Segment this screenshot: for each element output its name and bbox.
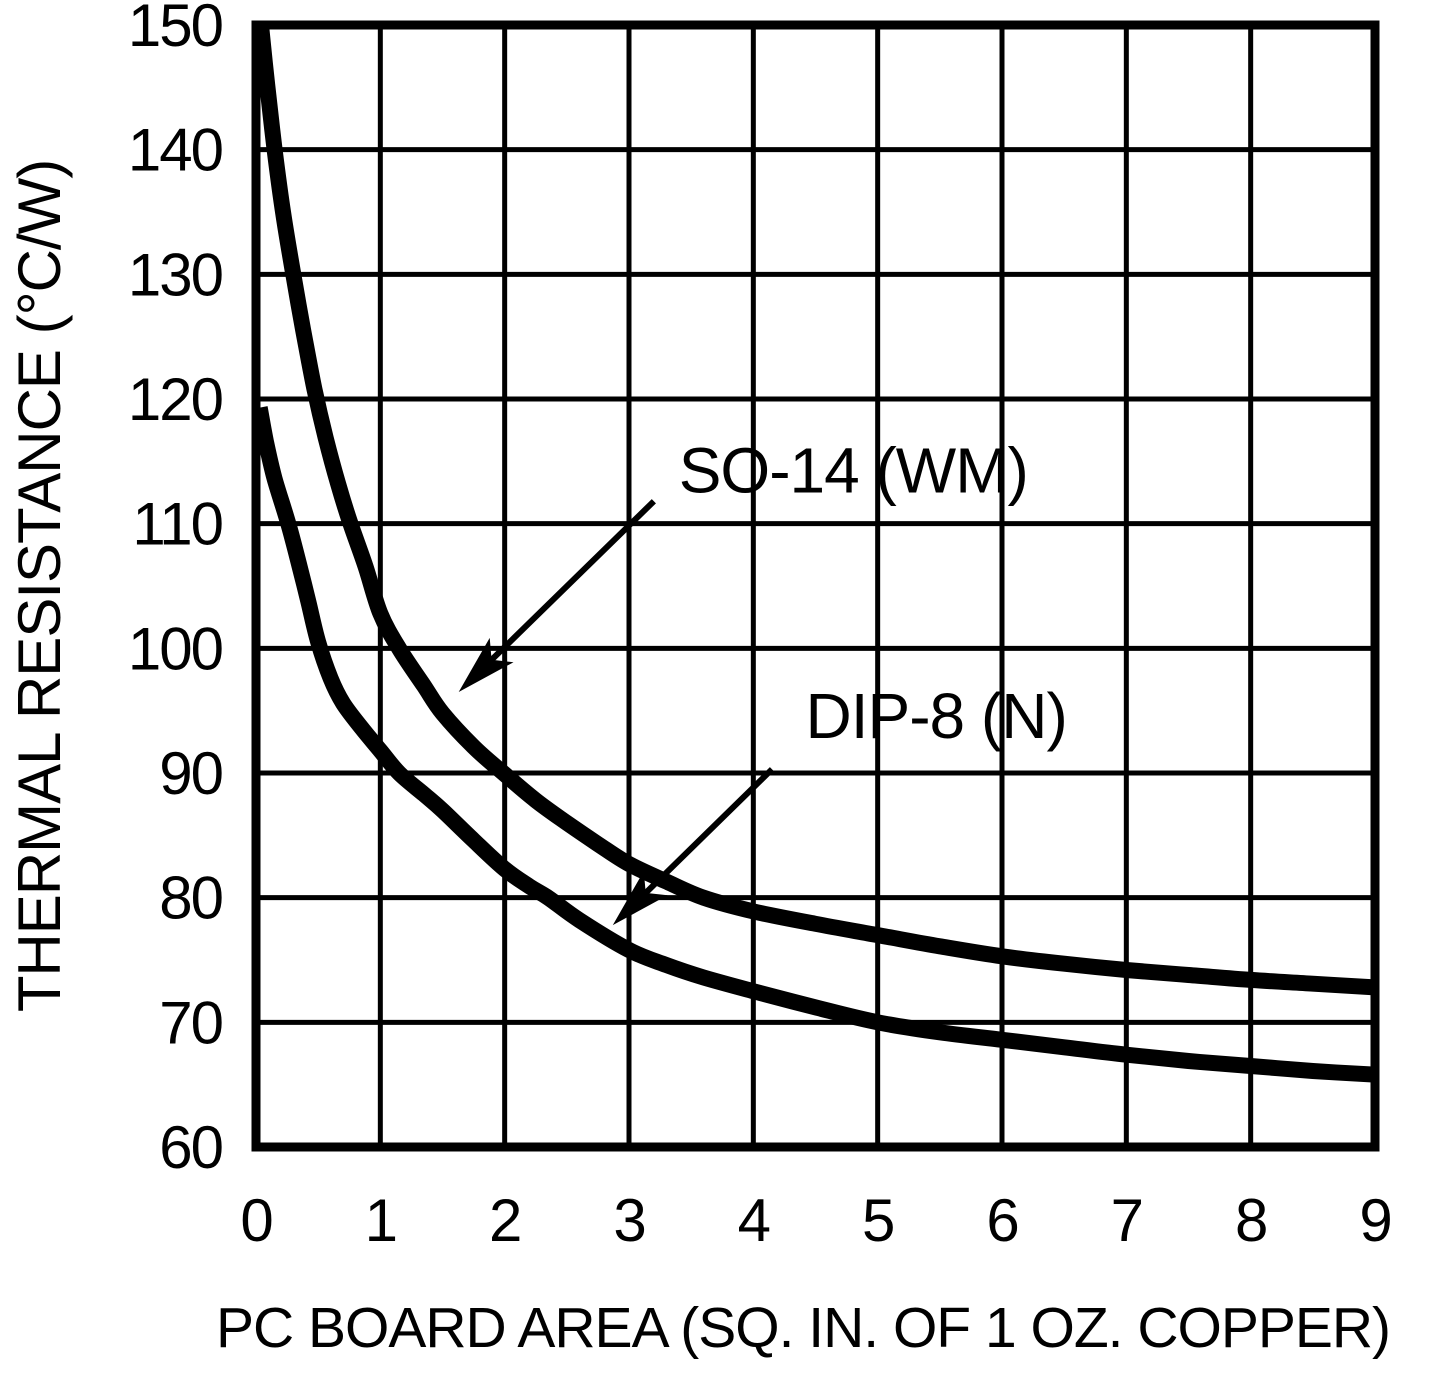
- series-label-so-14-wm: SO-14 (WM): [679, 435, 1028, 507]
- y-tick-label-100: 100: [128, 615, 223, 682]
- y-tick-label-140: 140: [128, 117, 223, 184]
- y-tick-label-90: 90: [159, 740, 222, 807]
- y-tick-label-150: 150: [128, 0, 223, 59]
- series-label-dip-8-n: DIP-8 (N): [806, 680, 1067, 752]
- curves: [256, 25, 1375, 1083]
- curve-so-14-wm: [256, 25, 1375, 996]
- y-tick-label-80: 80: [159, 865, 222, 932]
- arrowhead-so-14-wm: [458, 637, 514, 692]
- x-tick-label-9: 9: [1359, 1187, 1390, 1254]
- x-tick-label-7: 7: [1111, 1187, 1142, 1254]
- y-axis-title: THERMAL RESISTANCE (°C/W): [6, 160, 73, 1012]
- x-tick-label-1: 1: [365, 1187, 396, 1254]
- x-tick-label-6: 6: [986, 1187, 1017, 1254]
- curve-dip-8-n: [256, 406, 1375, 1083]
- arrow-line-dip-8-n: [635, 767, 775, 904]
- x-tick-label-5: 5: [862, 1187, 893, 1254]
- axis-tick-labels: 0 1 2 3 4 5 6 7 8 9 60 70 80 90 100 110 120 130 140 150: [128, 0, 1393, 1254]
- x-tick-label-0: 0: [240, 1187, 272, 1254]
- x-tick-label-4: 4: [738, 1187, 770, 1254]
- y-tick-label-120: 120: [128, 366, 223, 433]
- y-tick-label-70: 70: [159, 989, 222, 1056]
- y-tick-label-60: 60: [159, 1114, 222, 1181]
- arrowhead-dip-8-n: [612, 871, 668, 926]
- y-tick-label-130: 130: [128, 241, 223, 308]
- x-tick-label-8: 8: [1235, 1187, 1266, 1254]
- y-tick-label-110: 110: [132, 491, 222, 558]
- x-tick-label-3: 3: [613, 1187, 644, 1254]
- x-axis-title: PC BOARD AREA (SQ. IN. OF 1 OZ. COPPER): [216, 1296, 1390, 1360]
- arrow-line-so-14-wm: [480, 499, 656, 671]
- x-tick-label-2: 2: [489, 1187, 520, 1254]
- plot-border: [251, 20, 1380, 1152]
- series-annotations: SO-14 (WM) DIP-8 (N): [458, 435, 1068, 926]
